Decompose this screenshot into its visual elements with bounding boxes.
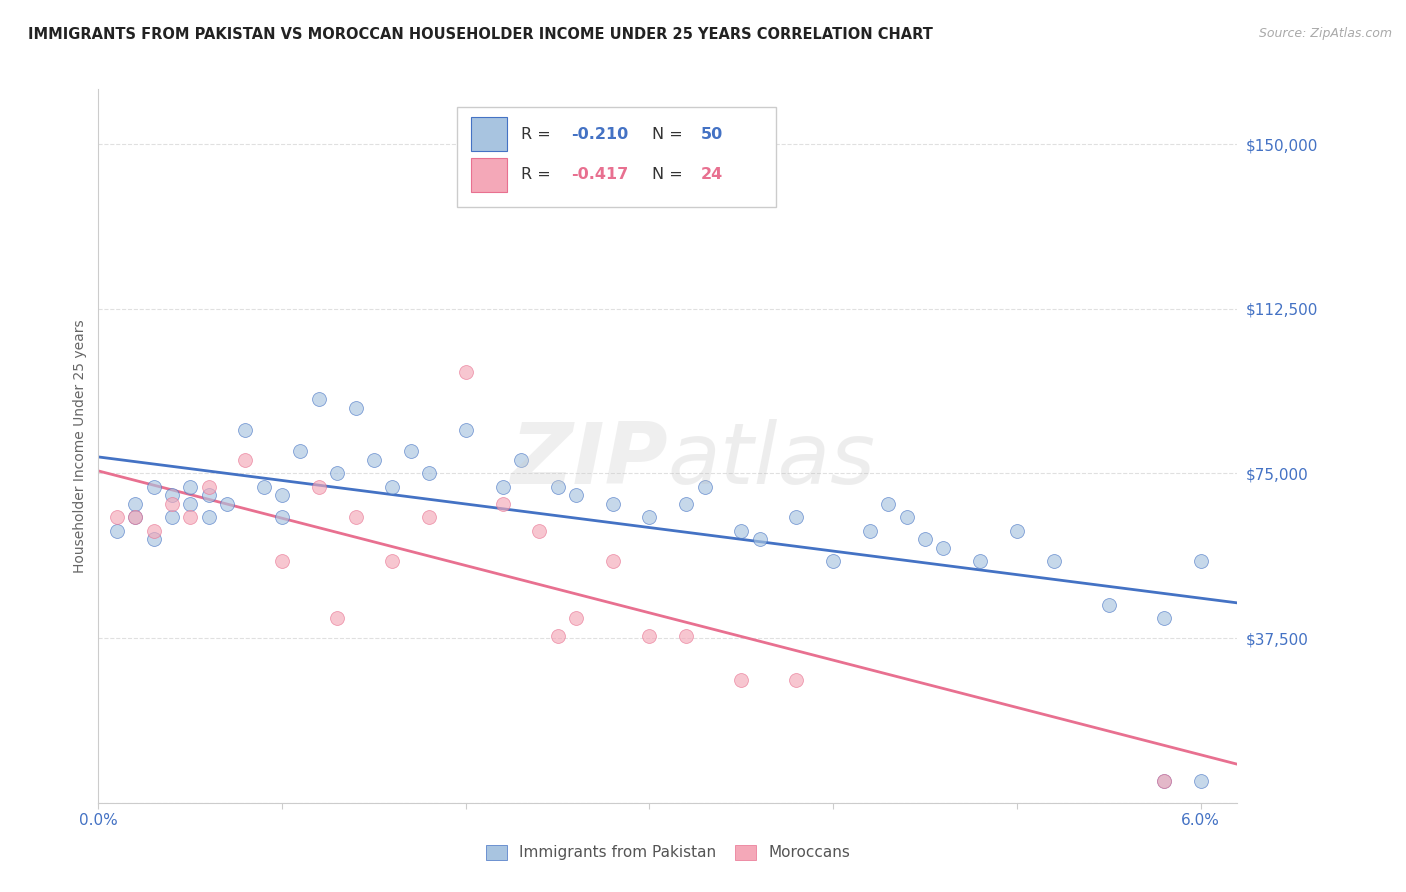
Point bbox=[638, 629, 661, 643]
Point bbox=[308, 480, 330, 494]
Point bbox=[381, 554, 404, 568]
Point bbox=[730, 673, 752, 687]
Point bbox=[179, 480, 201, 494]
Point bbox=[509, 453, 531, 467]
Point bbox=[197, 488, 219, 502]
Point bbox=[675, 629, 697, 643]
Point bbox=[308, 392, 330, 406]
Point bbox=[235, 423, 257, 437]
Point bbox=[142, 524, 165, 538]
Point bbox=[693, 480, 716, 494]
Point bbox=[326, 611, 349, 625]
Text: -0.417: -0.417 bbox=[571, 168, 628, 182]
Point bbox=[1042, 554, 1064, 568]
Point bbox=[914, 533, 936, 547]
Point bbox=[491, 497, 513, 511]
Text: IMMIGRANTS FROM PAKISTAN VS MOROCCAN HOUSEHOLDER INCOME UNDER 25 YEARS CORRELATI: IMMIGRANTS FROM PAKISTAN VS MOROCCAN HOU… bbox=[28, 27, 934, 42]
Point bbox=[1153, 773, 1175, 788]
Point bbox=[253, 480, 276, 494]
Point bbox=[859, 524, 882, 538]
Point bbox=[344, 510, 367, 524]
Point bbox=[547, 629, 569, 643]
Point bbox=[877, 497, 900, 511]
Point bbox=[675, 497, 697, 511]
Point bbox=[124, 510, 146, 524]
Text: atlas: atlas bbox=[668, 418, 876, 502]
FancyBboxPatch shape bbox=[471, 158, 508, 192]
Point bbox=[1189, 773, 1212, 788]
Point bbox=[326, 467, 349, 481]
Point bbox=[105, 510, 128, 524]
Point bbox=[142, 480, 165, 494]
Point bbox=[602, 554, 624, 568]
Point bbox=[896, 510, 918, 524]
Point bbox=[271, 554, 294, 568]
Point bbox=[565, 611, 588, 625]
Point bbox=[215, 497, 238, 511]
Point bbox=[785, 673, 807, 687]
Text: R =: R = bbox=[522, 127, 555, 142]
Point bbox=[344, 401, 367, 415]
Text: N =: N = bbox=[652, 127, 688, 142]
Point bbox=[124, 510, 146, 524]
FancyBboxPatch shape bbox=[457, 107, 776, 207]
Point bbox=[638, 510, 661, 524]
Text: ZIP: ZIP bbox=[510, 418, 668, 502]
Point bbox=[179, 497, 201, 511]
Point bbox=[1098, 598, 1121, 612]
Point bbox=[529, 524, 551, 538]
Text: Source: ZipAtlas.com: Source: ZipAtlas.com bbox=[1258, 27, 1392, 40]
Point bbox=[197, 480, 219, 494]
Point bbox=[381, 480, 404, 494]
Point bbox=[1153, 773, 1175, 788]
Point bbox=[418, 510, 440, 524]
Point bbox=[179, 510, 201, 524]
Point bbox=[823, 554, 845, 568]
Point bbox=[454, 366, 477, 380]
Point bbox=[730, 524, 752, 538]
Point bbox=[491, 480, 513, 494]
Point bbox=[602, 497, 624, 511]
Point bbox=[454, 423, 477, 437]
Point bbox=[1005, 524, 1028, 538]
Point bbox=[969, 554, 991, 568]
Point bbox=[160, 488, 183, 502]
Point bbox=[785, 510, 807, 524]
Point bbox=[1189, 554, 1212, 568]
Point bbox=[748, 533, 770, 547]
Text: N =: N = bbox=[652, 168, 688, 182]
Text: 24: 24 bbox=[700, 168, 723, 182]
Point bbox=[235, 453, 257, 467]
Text: R =: R = bbox=[522, 168, 555, 182]
FancyBboxPatch shape bbox=[471, 117, 508, 152]
Point bbox=[142, 533, 165, 547]
Text: 50: 50 bbox=[700, 127, 723, 142]
Y-axis label: Householder Income Under 25 years: Householder Income Under 25 years bbox=[73, 319, 87, 573]
Point bbox=[197, 510, 219, 524]
Point bbox=[418, 467, 440, 481]
Point bbox=[1153, 611, 1175, 625]
Legend: Immigrants from Pakistan, Moroccans: Immigrants from Pakistan, Moroccans bbox=[479, 838, 856, 866]
Point bbox=[565, 488, 588, 502]
Point bbox=[124, 497, 146, 511]
Point bbox=[271, 488, 294, 502]
Text: -0.210: -0.210 bbox=[571, 127, 628, 142]
Point bbox=[160, 510, 183, 524]
Point bbox=[932, 541, 955, 555]
Point bbox=[105, 524, 128, 538]
Point bbox=[363, 453, 385, 467]
Point bbox=[290, 444, 312, 458]
Point bbox=[160, 497, 183, 511]
Point bbox=[547, 480, 569, 494]
Point bbox=[271, 510, 294, 524]
Point bbox=[399, 444, 422, 458]
